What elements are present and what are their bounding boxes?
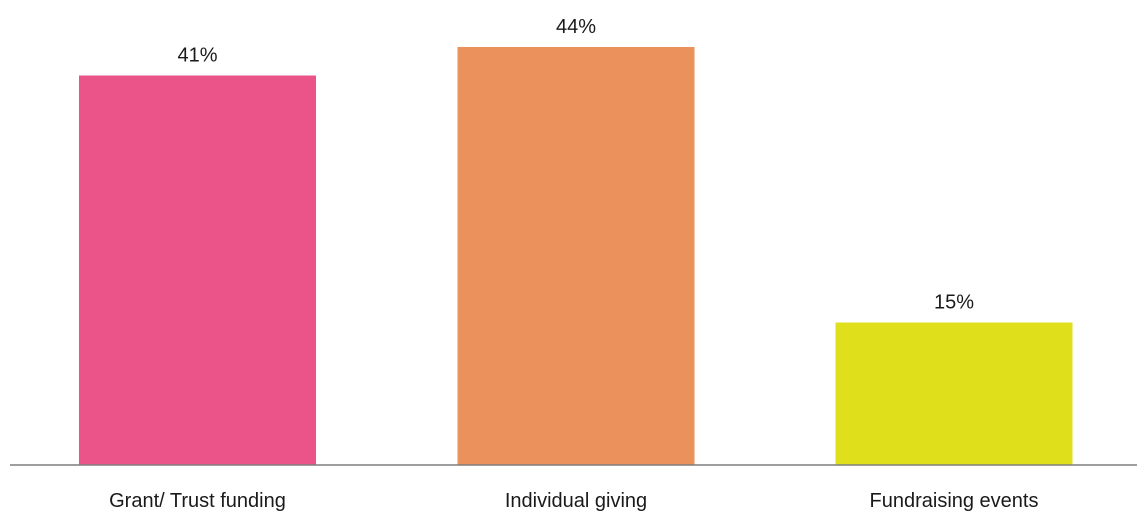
category-label-0: Grant/ Trust funding <box>109 490 286 512</box>
category-label-2: Fundraising events <box>870 490 1039 512</box>
category-labels-group: Grant/ Trust funding Individual giving Fun… <box>109 490 1038 512</box>
category-label-1: Individual giving <box>505 490 647 512</box>
bar-0 <box>79 75 316 465</box>
bar-2 <box>835 322 1073 465</box>
bars-group <box>79 47 1073 465</box>
value-label-2: 15% <box>934 292 974 314</box>
value-label-1: 44% <box>556 16 596 38</box>
bar-1 <box>457 47 695 465</box>
value-labels-group: 41% 44% 15% <box>177 16 974 314</box>
value-label-0: 41% <box>177 45 217 67</box>
